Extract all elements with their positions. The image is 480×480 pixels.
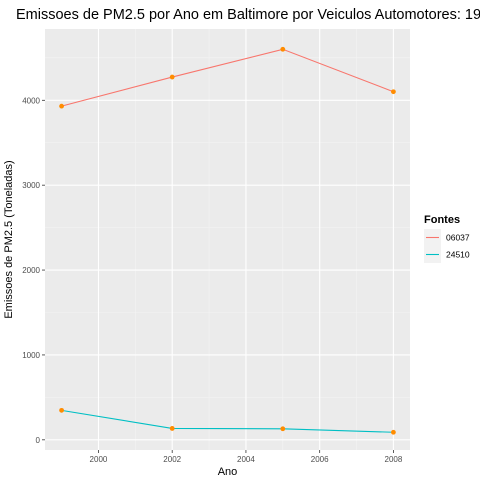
x-axis-title: Ano	[218, 466, 238, 478]
y-axis-ticks: 0 1000 2000 3000 4000	[22, 96, 45, 445]
legend-title: Fontes	[424, 214, 460, 226]
grid-major	[45, 29, 410, 450]
legend-label: 24510	[446, 250, 470, 260]
chart-title: Emissoes de PM2.5 por Ano em Baltimore p…	[16, 7, 480, 23]
y-tick-label: 2000	[22, 266, 40, 275]
series-lines	[61, 48, 394, 433]
data-point	[59, 407, 64, 413]
x-tick-label: 2004	[237, 455, 255, 464]
y-tick-label: 3000	[22, 181, 40, 190]
x-tick-label: 2000	[90, 455, 108, 464]
y-tick-label: 4000	[22, 96, 40, 105]
legend: Fontes 06037 24510	[424, 214, 470, 263]
legend-label: 06037	[446, 233, 470, 243]
x-tick-label: 2008	[385, 455, 403, 464]
data-point	[391, 89, 396, 95]
y-axis-title: Emissoes de PM2.5 (Toneladas)	[3, 160, 15, 318]
data-point	[280, 426, 286, 432]
plot-panel	[45, 29, 410, 450]
legend-items: 06037 24510	[424, 229, 470, 263]
x-axis-ticks: 2000 2002 2004 2006 2008	[90, 450, 403, 464]
x-tick-label: 2006	[311, 455, 329, 464]
data-point	[280, 46, 286, 52]
grid-minor	[45, 29, 410, 450]
x-tick-label: 2002	[163, 455, 181, 464]
data-point	[391, 429, 396, 435]
series-line-06037	[61, 48, 394, 107]
y-tick-label: 1000	[22, 351, 40, 360]
y-tick-label: 0	[36, 436, 41, 445]
data-point	[169, 426, 175, 431]
data-point	[169, 74, 175, 80]
data-points	[59, 46, 396, 435]
series-line-24510	[61, 409, 394, 433]
data-point	[59, 103, 64, 109]
